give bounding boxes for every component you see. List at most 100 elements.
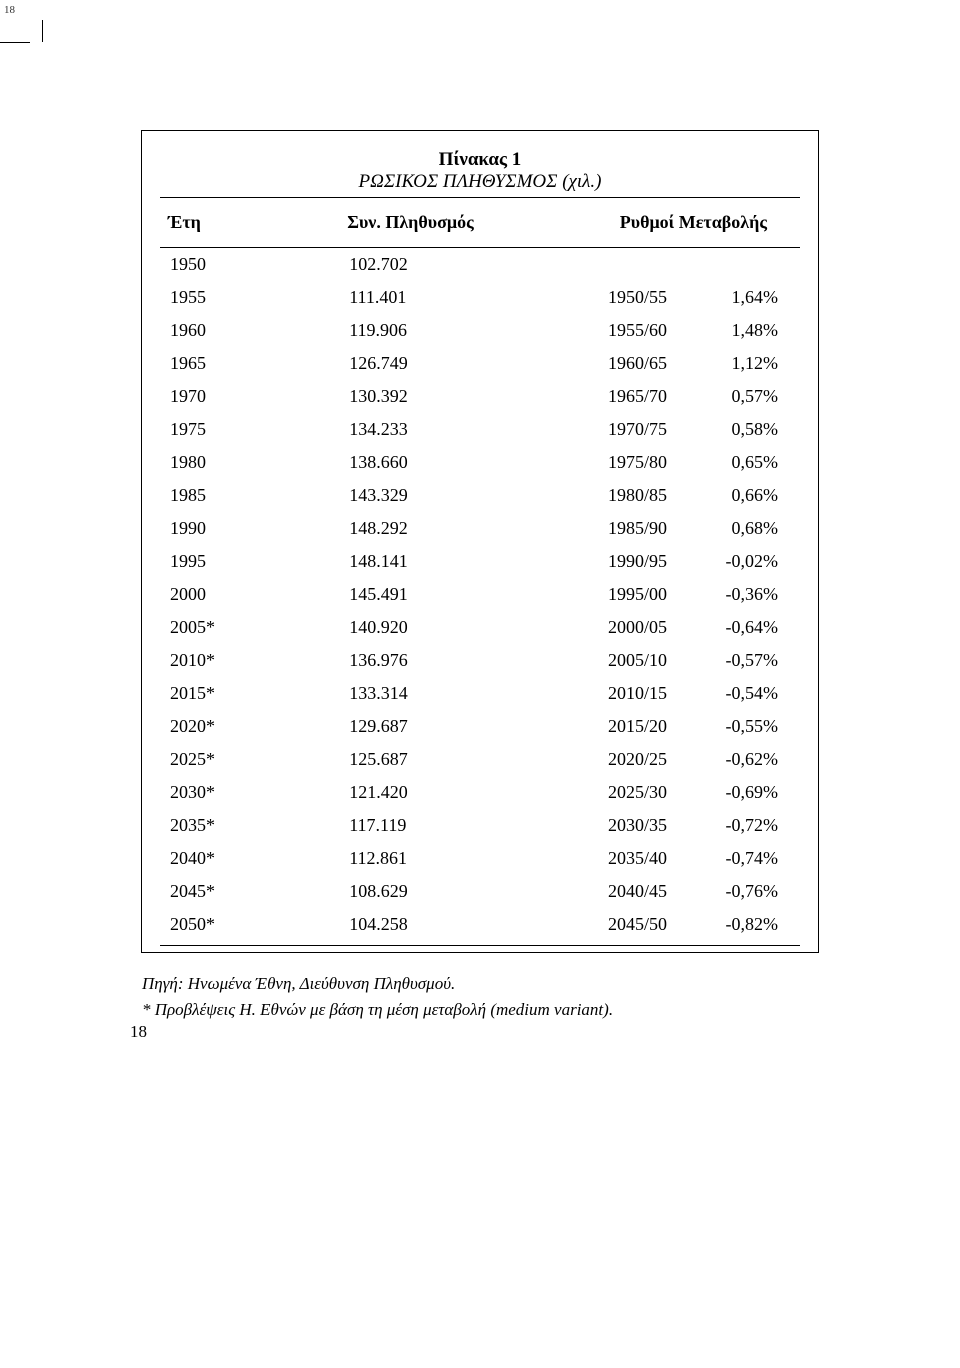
cell-year: 1990 bbox=[160, 512, 339, 545]
cell-rate: -0,69% bbox=[688, 776, 800, 809]
cell-rate: 1,12% bbox=[688, 347, 800, 380]
cell-period: 2035/40 bbox=[587, 842, 689, 875]
col-header-rates: Ρυθμοί Μεταβολής bbox=[587, 198, 800, 248]
table-row: 2000145.4911995/00-0,36% bbox=[160, 578, 800, 611]
table-row: 2030*121.4202025/30-0,69% bbox=[160, 776, 800, 809]
cell-population: 130.392 bbox=[339, 380, 586, 413]
cell-year: 2025* bbox=[160, 743, 339, 776]
table-row: 2040*112.8612035/40-0,74% bbox=[160, 842, 800, 875]
table-row: 1985143.3291980/850,66% bbox=[160, 479, 800, 512]
cell-period: 1990/95 bbox=[587, 545, 689, 578]
table-row: 1980138.6601975/800,65% bbox=[160, 446, 800, 479]
cell-year: 1950 bbox=[160, 248, 339, 282]
table-row: 1950102.702 bbox=[160, 248, 800, 282]
cell-rate: -0,76% bbox=[688, 875, 800, 908]
cell-period: 2045/50 bbox=[587, 908, 689, 941]
cell-rate: 0,65% bbox=[688, 446, 800, 479]
cell-population: 143.329 bbox=[339, 479, 586, 512]
cell-period: 2015/20 bbox=[587, 710, 689, 743]
cell-rate: -0,57% bbox=[688, 644, 800, 677]
cell-population: 126.749 bbox=[339, 347, 586, 380]
cell-rate: -0,55% bbox=[688, 710, 800, 743]
cell-period: 2005/10 bbox=[587, 644, 689, 677]
table-title-line2: ΡΩΣΙΚΟΣ ΠΛΗΘΥΣΜΟΣ (χιλ.) bbox=[160, 171, 800, 193]
cell-rate: -0,82% bbox=[688, 908, 800, 941]
cell-rate: 1,48% bbox=[688, 314, 800, 347]
cell-period: 1980/85 bbox=[587, 479, 689, 512]
table-row: 1960119.9061955/601,48% bbox=[160, 314, 800, 347]
cell-population: 111.401 bbox=[339, 281, 586, 314]
population-table-container: Πίνακας 1 ΡΩΣΙΚΟΣ ΠΛΗΘΥΣΜΟΣ (χιλ.) Έτη Σ… bbox=[141, 130, 819, 953]
col-header-population: Συν. Πληθυσμός bbox=[339, 198, 586, 248]
table-row: 1990148.2921985/900,68% bbox=[160, 512, 800, 545]
cell-population: 134.233 bbox=[339, 413, 586, 446]
table-title: Πίνακας 1 ΡΩΣΙΚΟΣ ΠΛΗΘΥΣΜΟΣ (χιλ.) bbox=[160, 149, 800, 193]
source-note: Πηγή: Ηνωμένα Έθνη, Διεύθυνση Πληθυσμού.… bbox=[142, 971, 830, 1022]
cell-period: 2025/30 bbox=[587, 776, 689, 809]
cell-population: 148.292 bbox=[339, 512, 586, 545]
page-content: Πίνακας 1 ΡΩΣΙΚΟΣ ΠΛΗΘΥΣΜΟΣ (χιλ.) Έτη Σ… bbox=[0, 0, 960, 1082]
cell-period bbox=[587, 248, 689, 282]
cell-year: 2000 bbox=[160, 578, 339, 611]
cell-rate: -0,02% bbox=[688, 545, 800, 578]
cell-year: 2045* bbox=[160, 875, 339, 908]
cell-period: 1975/80 bbox=[587, 446, 689, 479]
cell-period: 1970/75 bbox=[587, 413, 689, 446]
table-row: 2035*117.1192030/35-0,72% bbox=[160, 809, 800, 842]
cell-population: 102.702 bbox=[339, 248, 586, 282]
page-number-bottom: 18 bbox=[130, 1022, 147, 1042]
table-row: 2020*129.6872015/20-0,55% bbox=[160, 710, 800, 743]
cell-year: 1995 bbox=[160, 545, 339, 578]
cell-population: 148.141 bbox=[339, 545, 586, 578]
cell-population: 108.629 bbox=[339, 875, 586, 908]
cell-rate: -0,72% bbox=[688, 809, 800, 842]
cell-period: 1955/60 bbox=[587, 314, 689, 347]
cell-year: 1955 bbox=[160, 281, 339, 314]
source-line1: Πηγή: Ηνωμένα Έθνη, Διεύθυνση Πληθυσμού. bbox=[142, 971, 830, 997]
cell-population: 104.258 bbox=[339, 908, 586, 941]
table-bottom-rule bbox=[160, 945, 800, 946]
cell-year: 1975 bbox=[160, 413, 339, 446]
cell-rate: -0,54% bbox=[688, 677, 800, 710]
cell-year: 1985 bbox=[160, 479, 339, 512]
cell-year: 2050* bbox=[160, 908, 339, 941]
cell-year: 1960 bbox=[160, 314, 339, 347]
cell-period: 2020/25 bbox=[587, 743, 689, 776]
cell-year: 1980 bbox=[160, 446, 339, 479]
cell-rate: -0,64% bbox=[688, 611, 800, 644]
cell-population: 112.861 bbox=[339, 842, 586, 875]
source-line2: * Προβλέψεις Η. Εθνών με βάση τη μέση με… bbox=[142, 997, 830, 1023]
cell-population: 133.314 bbox=[339, 677, 586, 710]
cell-period: 1995/00 bbox=[587, 578, 689, 611]
cell-population: 119.906 bbox=[339, 314, 586, 347]
cell-population: 140.920 bbox=[339, 611, 586, 644]
table-row: 2045*108.6292040/45-0,76% bbox=[160, 875, 800, 908]
table-row: 2010*136.9762005/10-0,57% bbox=[160, 644, 800, 677]
cell-period: 1985/90 bbox=[587, 512, 689, 545]
cell-rate: -0,74% bbox=[688, 842, 800, 875]
cell-rate: 0,58% bbox=[688, 413, 800, 446]
cell-period: 1960/65 bbox=[587, 347, 689, 380]
cell-population: 125.687 bbox=[339, 743, 586, 776]
cell-population: 145.491 bbox=[339, 578, 586, 611]
cell-year: 2020* bbox=[160, 710, 339, 743]
cell-rate: 0,68% bbox=[688, 512, 800, 545]
cell-period: 1965/70 bbox=[587, 380, 689, 413]
cell-period: 2030/35 bbox=[587, 809, 689, 842]
cell-rate: 0,57% bbox=[688, 380, 800, 413]
cell-rate: 1,64% bbox=[688, 281, 800, 314]
cell-year: 1970 bbox=[160, 380, 339, 413]
cell-year: 2015* bbox=[160, 677, 339, 710]
table-row: 2050*104.2582045/50-0,82% bbox=[160, 908, 800, 941]
cell-rate: -0,62% bbox=[688, 743, 800, 776]
col-header-years: Έτη bbox=[160, 198, 339, 248]
cell-population: 138.660 bbox=[339, 446, 586, 479]
cell-period: 2000/05 bbox=[587, 611, 689, 644]
cell-year: 2010* bbox=[160, 644, 339, 677]
cell-year: 1965 bbox=[160, 347, 339, 380]
table-row: 1970130.3921965/700,57% bbox=[160, 380, 800, 413]
table-row: 1995148.1411990/95-0,02% bbox=[160, 545, 800, 578]
cell-rate: 0,66% bbox=[688, 479, 800, 512]
cell-population: 129.687 bbox=[339, 710, 586, 743]
cell-year: 2030* bbox=[160, 776, 339, 809]
